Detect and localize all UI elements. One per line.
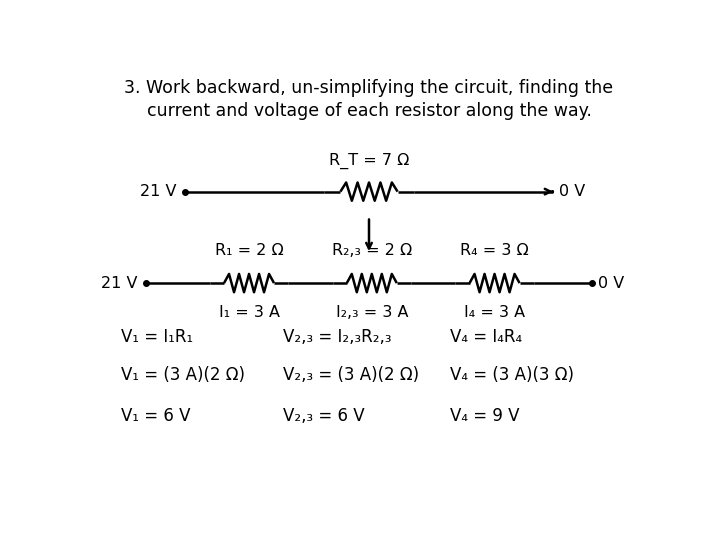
Text: V₄ = (3 A)(3 Ω): V₄ = (3 A)(3 Ω) <box>450 366 574 383</box>
Text: V₂,₃ = (3 A)(2 Ω): V₂,₃ = (3 A)(2 Ω) <box>282 366 418 383</box>
Text: 21 V: 21 V <box>101 275 138 291</box>
Text: I₁ = 3 A: I₁ = 3 A <box>219 305 279 320</box>
Text: I₂,₃ = 3 A: I₂,₃ = 3 A <box>336 305 408 320</box>
Text: V₁ = 6 V: V₁ = 6 V <box>121 407 190 425</box>
Text: I₄ = 3 A: I₄ = 3 A <box>464 305 525 320</box>
Text: V₁ = (3 A)(2 Ω): V₁ = (3 A)(2 Ω) <box>121 366 245 383</box>
Text: current and voltage of each resistor along the way.: current and voltage of each resistor alo… <box>147 102 591 120</box>
Text: 0 V: 0 V <box>559 184 585 199</box>
Text: V₁ = I₁R₁: V₁ = I₁R₁ <box>121 328 193 346</box>
Text: R₄ = 3 Ω: R₄ = 3 Ω <box>460 243 529 258</box>
Text: 3. Work backward, un-simplifying the circuit, finding the: 3. Work backward, un-simplifying the cir… <box>125 79 613 97</box>
Text: 21 V: 21 V <box>140 184 176 199</box>
Text: 0 V: 0 V <box>598 275 624 291</box>
Text: R_T = 7 Ω: R_T = 7 Ω <box>329 152 409 168</box>
Text: V₂,₃ = 6 V: V₂,₃ = 6 V <box>282 407 364 425</box>
Text: V₄ = 9 V: V₄ = 9 V <box>450 407 519 425</box>
Text: V₂,₃ = I₂,₃R₂,₃: V₂,₃ = I₂,₃R₂,₃ <box>282 328 391 346</box>
Text: R₂,₃ = 2 Ω: R₂,₃ = 2 Ω <box>332 243 412 258</box>
Text: R₁ = 2 Ω: R₁ = 2 Ω <box>215 243 284 258</box>
Text: V₄ = I₄R₄: V₄ = I₄R₄ <box>450 328 522 346</box>
